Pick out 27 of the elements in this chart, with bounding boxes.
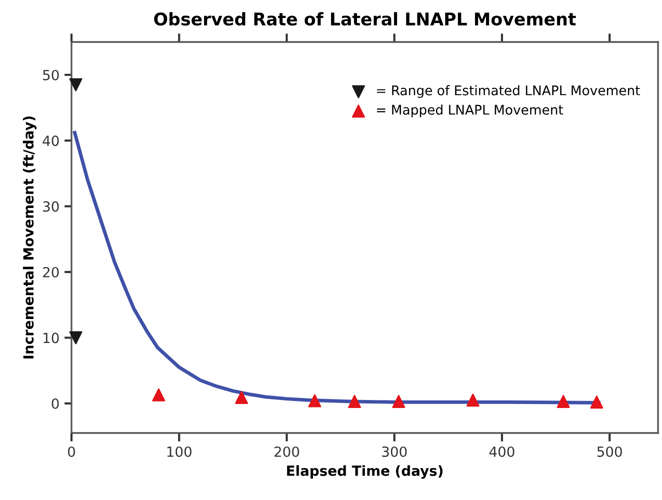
point — [556, 394, 570, 408]
y-tick-label: 10 — [44, 332, 59, 344]
legend-label: = Range of Estimated LNAPL Movement — [377, 85, 640, 98]
point — [590, 396, 604, 409]
x-tick-label: 500 — [597, 446, 622, 457]
x-tick-label: 100 — [167, 446, 192, 457]
y-axis-title: Incremental Movement (ft/day) — [22, 116, 36, 358]
x-tick-label: 0 — [68, 446, 75, 457]
y-tick-label: 30 — [43, 201, 59, 212]
y-tick-label: 50 — [43, 70, 59, 80]
point — [392, 394, 406, 408]
y-tick-label: 0 — [52, 398, 59, 409]
point — [152, 388, 166, 402]
point — [235, 391, 248, 404]
point — [69, 331, 82, 344]
chart-title: Observed Rate of Lateral LNAPL Movement — [154, 12, 576, 26]
x-tick-label: 400 — [489, 446, 514, 457]
point — [308, 394, 322, 408]
point — [348, 394, 362, 408]
x-axis-title: Elapsed Time (days) — [287, 465, 443, 479]
x-tick-label: 200 — [274, 446, 300, 457]
point — [466, 394, 480, 407]
x-tick-label: 300 — [382, 446, 407, 457]
y-tick-label: 20 — [43, 266, 59, 278]
point — [69, 78, 82, 92]
legend-label: = Mapped LNAPL Movement — [377, 104, 564, 118]
y-tick-label: 40 — [42, 136, 59, 146]
